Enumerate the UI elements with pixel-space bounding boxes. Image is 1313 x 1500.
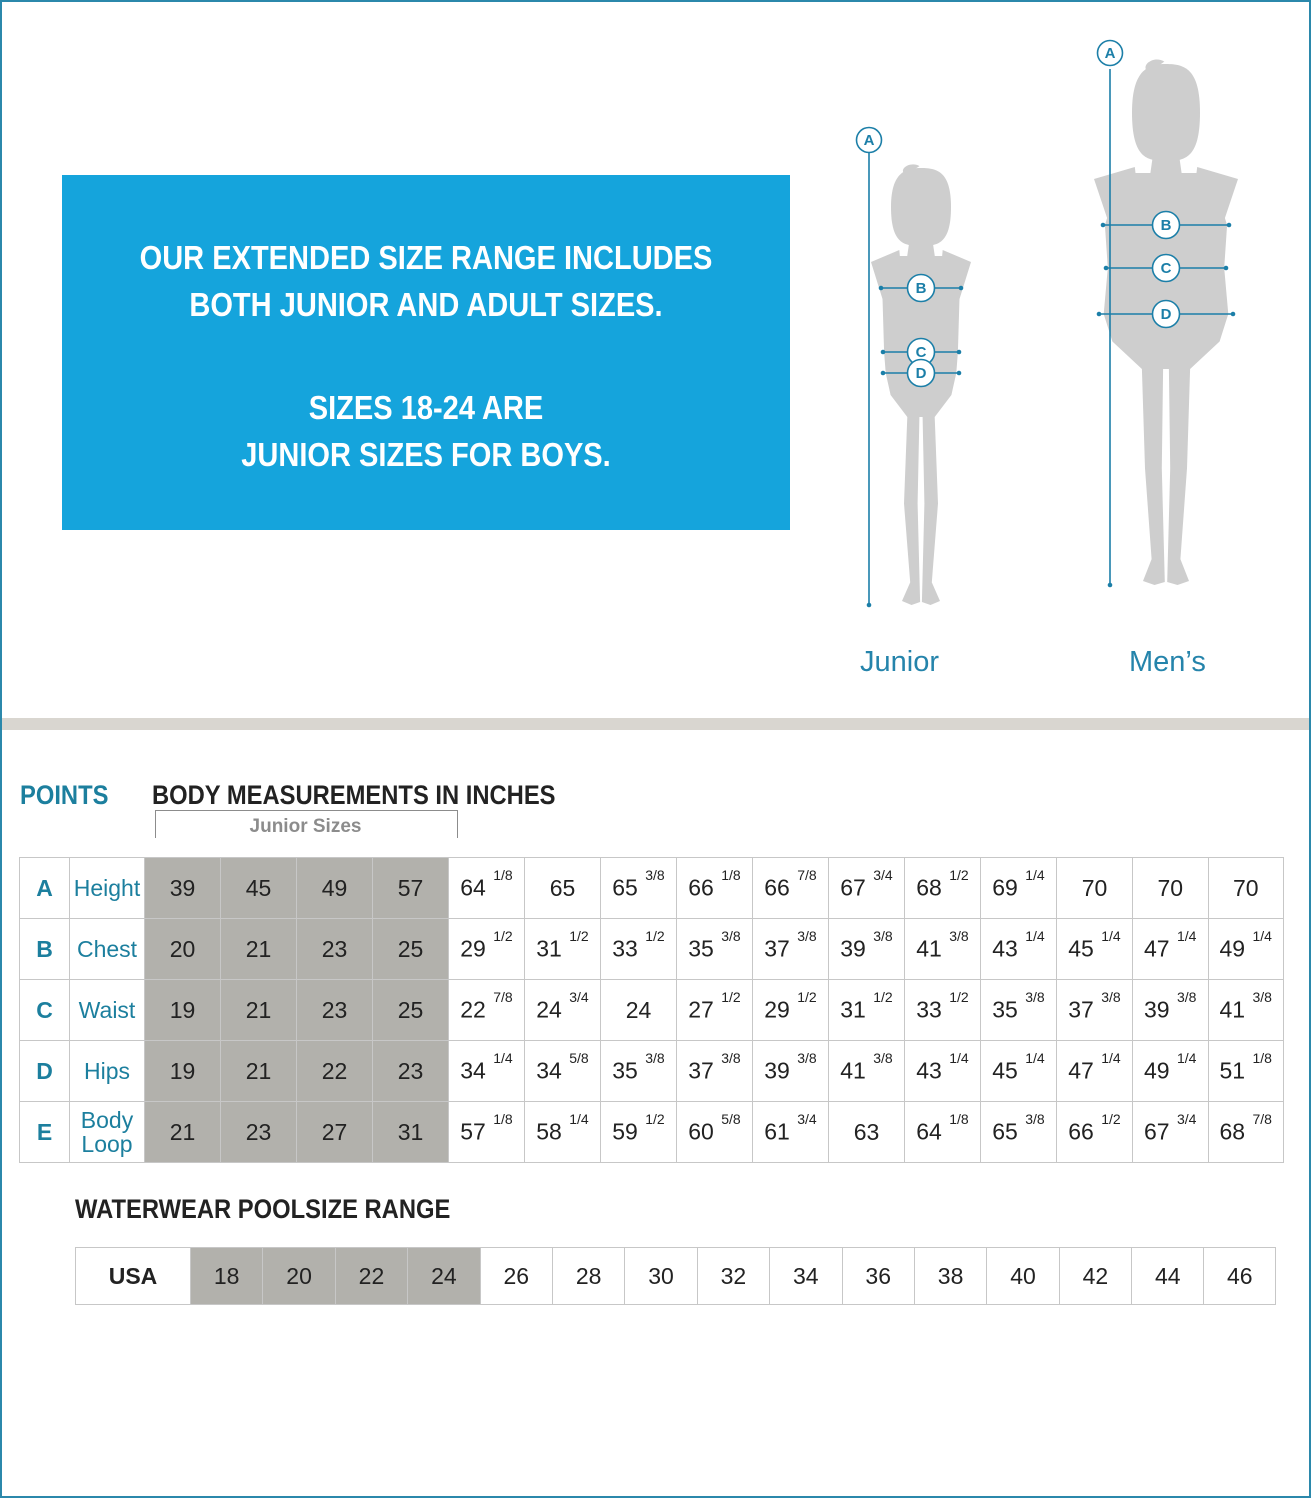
svg-text:A: A xyxy=(1105,45,1116,62)
svg-text:C: C xyxy=(1161,260,1172,277)
svg-text:B: B xyxy=(1161,217,1172,234)
svg-text:C: C xyxy=(916,344,927,361)
svg-text:D: D xyxy=(1161,306,1172,323)
svg-text:B: B xyxy=(916,280,927,297)
svg-text:D: D xyxy=(916,365,927,382)
svg-text:A: A xyxy=(864,132,875,149)
